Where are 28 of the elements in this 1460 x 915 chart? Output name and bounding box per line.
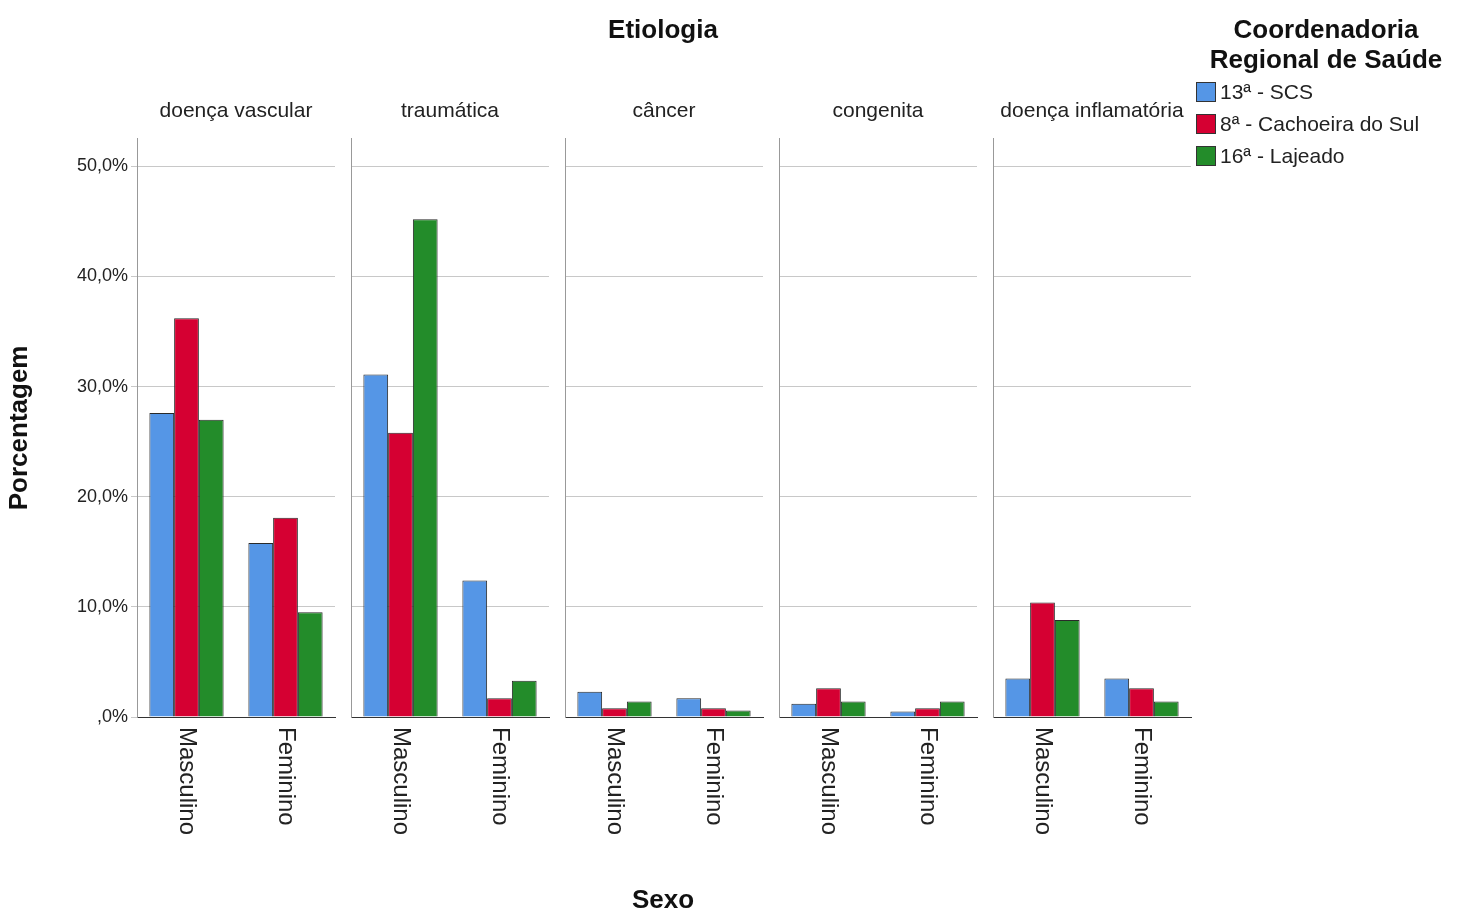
legend-label: 8ª - Cachoeira do Sul bbox=[1220, 112, 1420, 136]
x-tick-label: Feminino bbox=[915, 727, 943, 826]
x-tick-label: Masculino bbox=[602, 727, 630, 836]
x-tick-label: Feminino bbox=[701, 727, 729, 826]
y-tick-label: 30,0% bbox=[76, 375, 128, 396]
y-tick-label: 50,0% bbox=[76, 155, 128, 176]
x-tick-label: Feminino bbox=[487, 727, 515, 826]
x-tick-label: Masculino bbox=[174, 727, 202, 836]
x-tick-label: Masculino bbox=[388, 727, 416, 836]
y-tick-label: ,0% bbox=[96, 705, 128, 726]
y-tick-label: 10,0% bbox=[76, 595, 128, 616]
chart-title: congenita bbox=[831, 98, 925, 122]
x-tick-label: Feminino bbox=[273, 727, 301, 826]
x-tick-label: Feminino bbox=[1129, 727, 1157, 826]
x-axis-title: Sexo bbox=[630, 884, 696, 915]
legend-label: 13ª - SCS bbox=[1220, 80, 1313, 104]
legend-label: 16ª - Lajeado bbox=[1220, 144, 1345, 168]
x-tick-label: Masculino bbox=[1030, 727, 1058, 836]
y-axis-title: Porcentagem bbox=[2, 345, 33, 511]
y-tick-label: 20,0% bbox=[76, 485, 128, 506]
legend-title: Coordenadoria Regional de Saúde bbox=[1208, 14, 1444, 74]
x-tick-label: Masculino bbox=[816, 727, 844, 836]
chart-title: câncer bbox=[631, 98, 697, 122]
text: Etiologia bbox=[608, 14, 718, 44]
y-tick-label: 40,0% bbox=[76, 265, 128, 286]
chart-title: doença inflamatória bbox=[999, 98, 1185, 122]
chart-title: doença vascular bbox=[158, 98, 314, 122]
chart-title: traumática bbox=[399, 98, 500, 122]
